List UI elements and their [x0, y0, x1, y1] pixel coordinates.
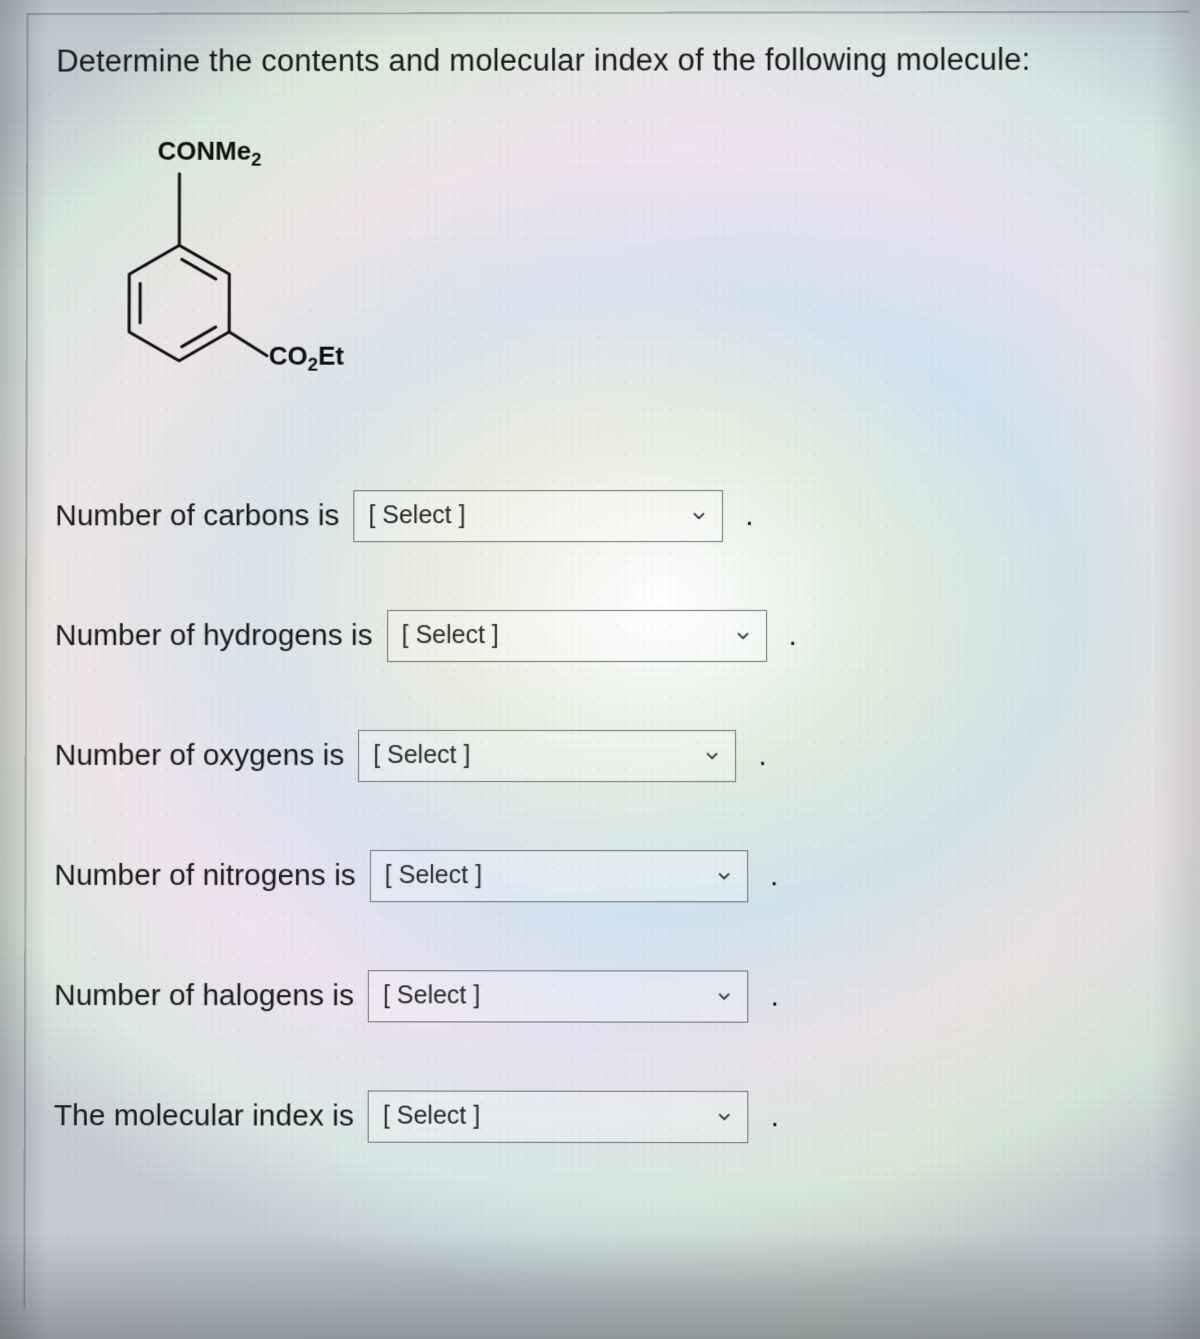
- label-top-sub: 2: [251, 149, 261, 170]
- select-chevron: [715, 867, 733, 885]
- answer-select[interactable]: [ Select ]: [358, 730, 736, 782]
- select-placeholder: [ Select ]: [368, 502, 465, 531]
- answer-select[interactable]: [ Select ]: [353, 490, 723, 542]
- question-label: Number of nitrogens is: [54, 859, 355, 893]
- chevron-down-icon: [703, 747, 721, 765]
- question-row: Number of halogens is [ Select ].: [54, 970, 1174, 1023]
- question-label: Number of halogens is: [54, 979, 354, 1013]
- select-placeholder: [ Select ]: [373, 741, 470, 770]
- select-chevron: [703, 747, 721, 765]
- question-label: Number of oxygens is: [55, 739, 345, 773]
- label-right-a: CO: [269, 341, 308, 371]
- select-placeholder: [ Select ]: [402, 621, 499, 650]
- sentence-period: .: [770, 979, 778, 1013]
- question-prompt: Determine the contents and molecular ind…: [56, 39, 1171, 83]
- select-chevron: [734, 627, 752, 645]
- select-chevron: [690, 507, 708, 525]
- label-right-b: Et: [318, 341, 344, 371]
- answer-select[interactable]: [ Select ]: [368, 1090, 749, 1143]
- sentence-period: .: [770, 859, 778, 893]
- question-row: Number of oxygens is [ Select ].: [55, 730, 1174, 782]
- sentence-period: .: [758, 739, 766, 773]
- sentence-period: .: [745, 499, 753, 533]
- question-row: Number of nitrogens is [ Select ].: [54, 850, 1173, 903]
- question-label: The molecular index is: [54, 1099, 354, 1133]
- question-label: Number of carbons is: [55, 499, 339, 533]
- chevron-down-icon: [690, 507, 708, 525]
- select-placeholder: [ Select ]: [383, 982, 480, 1011]
- answer-select[interactable]: [ Select ]: [368, 970, 748, 1022]
- substituent-label-top: CONMe2: [158, 136, 262, 171]
- label-top-text: CONMe: [158, 136, 252, 166]
- sentence-period: .: [771, 1100, 779, 1134]
- molecule-svg: [91, 135, 410, 434]
- substituent-label-right: CO2Et: [269, 341, 344, 376]
- label-right-sub: 2: [308, 354, 318, 375]
- select-placeholder: [ Select ]: [383, 1102, 480, 1131]
- chevron-down-icon: [734, 627, 752, 645]
- question-label: Number of hydrogens is: [55, 619, 373, 653]
- chevron-down-icon: [715, 867, 733, 885]
- select-chevron: [715, 1108, 733, 1126]
- answer-select[interactable]: [ Select ]: [370, 850, 748, 902]
- question-row: Number of hydrogens is [ Select ].: [55, 610, 1173, 662]
- question-row: The molecular index is [ Select ].: [54, 1090, 1174, 1144]
- chevron-down-icon: [715, 1108, 733, 1126]
- select-placeholder: [ Select ]: [385, 861, 482, 890]
- chevron-down-icon: [715, 987, 733, 1005]
- question-row: Number of carbons is [ Select ].: [55, 490, 1172, 542]
- select-chevron: [715, 987, 733, 1005]
- sentence-period: .: [789, 619, 797, 653]
- molecule-diagram: CONMe2 CO2Et: [91, 135, 410, 434]
- question-card: Determine the contents and molecular ind…: [23, 11, 1192, 1312]
- answer-select[interactable]: [ Select ]: [387, 610, 767, 662]
